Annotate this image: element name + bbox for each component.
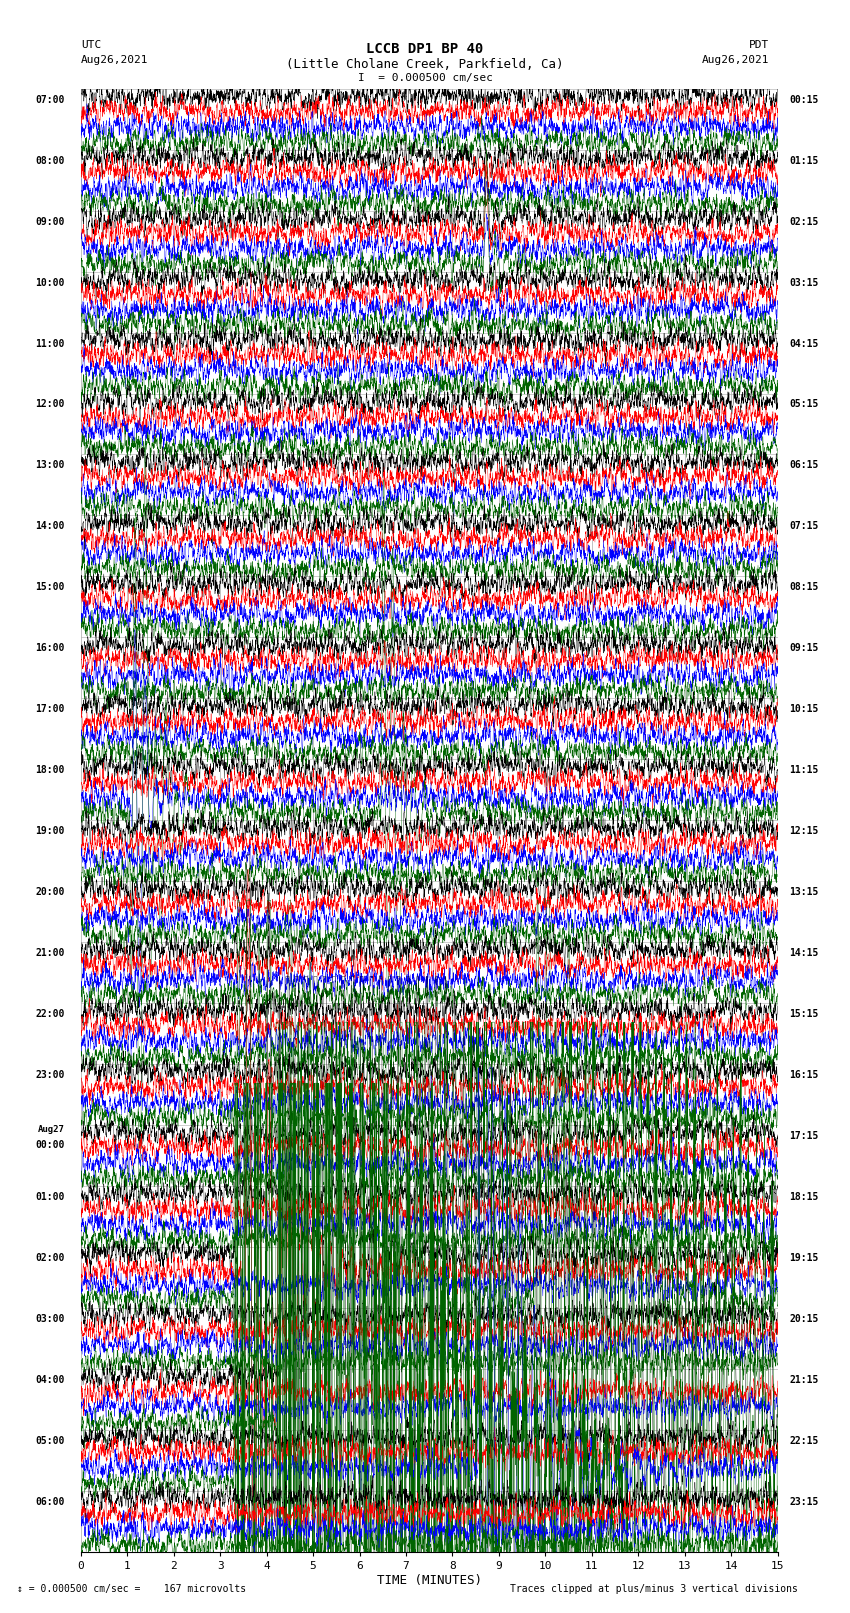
Text: 09:15: 09:15	[790, 644, 819, 653]
Text: 13:00: 13:00	[35, 460, 65, 471]
Text: 14:00: 14:00	[35, 521, 65, 531]
Text: 04:00: 04:00	[35, 1374, 65, 1386]
Text: 00:15: 00:15	[790, 95, 819, 105]
Text: 16:15: 16:15	[790, 1069, 819, 1081]
Text: Aug27: Aug27	[37, 1126, 65, 1134]
Text: 17:00: 17:00	[35, 705, 65, 715]
Text: (Little Cholane Creek, Parkfield, Ca): (Little Cholane Creek, Parkfield, Ca)	[286, 58, 564, 71]
Text: 19:00: 19:00	[35, 826, 65, 836]
Text: 07:15: 07:15	[790, 521, 819, 531]
X-axis label: TIME (MINUTES): TIME (MINUTES)	[377, 1574, 482, 1587]
Text: 05:00: 05:00	[35, 1436, 65, 1445]
Text: 21:00: 21:00	[35, 948, 65, 958]
Text: 12:15: 12:15	[790, 826, 819, 836]
Text: 11:00: 11:00	[35, 339, 65, 348]
Text: 16:00: 16:00	[35, 644, 65, 653]
Text: 01:15: 01:15	[790, 155, 819, 166]
Text: 00:00: 00:00	[35, 1139, 65, 1150]
Text: 14:15: 14:15	[790, 948, 819, 958]
Text: 15:15: 15:15	[790, 1010, 819, 1019]
Text: Traces clipped at plus/minus 3 vertical divisions: Traces clipped at plus/minus 3 vertical …	[510, 1584, 798, 1594]
Text: 02:00: 02:00	[35, 1253, 65, 1263]
Text: 12:00: 12:00	[35, 400, 65, 410]
Text: 05:15: 05:15	[790, 400, 819, 410]
Text: 01:00: 01:00	[35, 1192, 65, 1202]
Text: PDT: PDT	[749, 40, 769, 50]
Text: 03:15: 03:15	[790, 277, 819, 287]
Text: ↕ = 0.000500 cm/sec =    167 microvolts: ↕ = 0.000500 cm/sec = 167 microvolts	[17, 1584, 246, 1594]
Text: 08:00: 08:00	[35, 155, 65, 166]
Text: 18:00: 18:00	[35, 765, 65, 776]
Text: 10:00: 10:00	[35, 277, 65, 287]
Text: Aug26,2021: Aug26,2021	[702, 55, 769, 65]
Text: 17:15: 17:15	[790, 1131, 819, 1140]
Text: 22:00: 22:00	[35, 1010, 65, 1019]
Text: 08:15: 08:15	[790, 582, 819, 592]
Text: 07:00: 07:00	[35, 95, 65, 105]
Text: 06:00: 06:00	[35, 1497, 65, 1507]
Text: 23:15: 23:15	[790, 1497, 819, 1507]
Text: 09:00: 09:00	[35, 216, 65, 226]
Text: 02:15: 02:15	[790, 216, 819, 226]
Text: 18:15: 18:15	[790, 1192, 819, 1202]
Text: 20:15: 20:15	[790, 1315, 819, 1324]
Text: Aug26,2021: Aug26,2021	[81, 55, 148, 65]
Text: 23:00: 23:00	[35, 1069, 65, 1081]
Text: 06:15: 06:15	[790, 460, 819, 471]
Text: 11:15: 11:15	[790, 765, 819, 776]
Text: 21:15: 21:15	[790, 1374, 819, 1386]
Text: I  = 0.000500 cm/sec: I = 0.000500 cm/sec	[358, 73, 492, 82]
Text: 03:00: 03:00	[35, 1315, 65, 1324]
Text: 04:15: 04:15	[790, 339, 819, 348]
Text: 20:00: 20:00	[35, 887, 65, 897]
Text: 13:15: 13:15	[790, 887, 819, 897]
Text: 22:15: 22:15	[790, 1436, 819, 1445]
Text: LCCB DP1 BP 40: LCCB DP1 BP 40	[366, 42, 484, 56]
Text: UTC: UTC	[81, 40, 101, 50]
Text: 15:00: 15:00	[35, 582, 65, 592]
Text: 19:15: 19:15	[790, 1253, 819, 1263]
Text: 10:15: 10:15	[790, 705, 819, 715]
